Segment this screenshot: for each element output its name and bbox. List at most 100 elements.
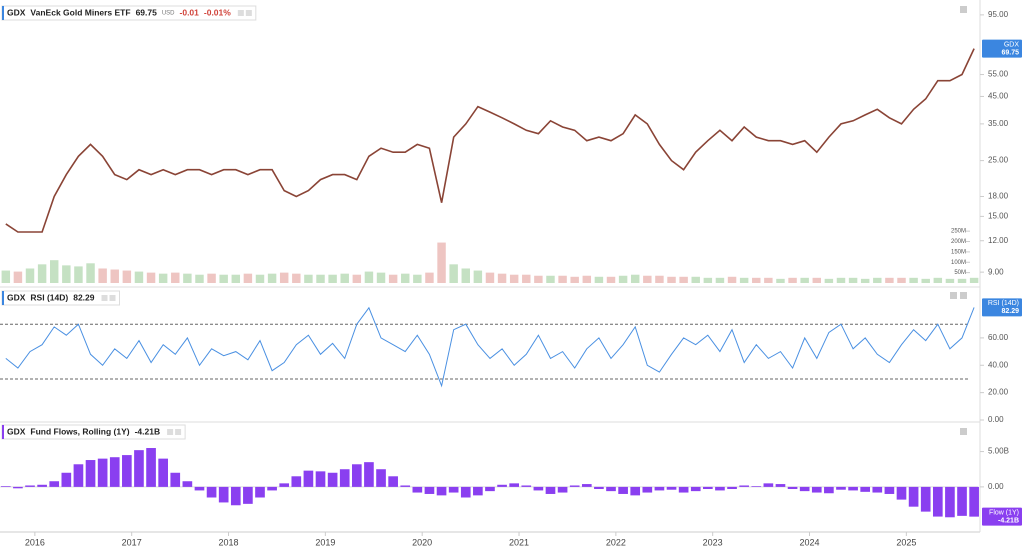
bar	[279, 483, 290, 487]
y2-tick-label: 50M	[954, 270, 966, 276]
volume-bar	[873, 277, 882, 283]
bar	[884, 486, 895, 494]
volume-bar	[921, 278, 930, 283]
volume-bar	[522, 274, 531, 283]
volume-bar	[122, 270, 132, 283]
bar	[896, 486, 907, 500]
y-tick-label: 40.00	[988, 360, 1009, 369]
volume-bar	[388, 274, 398, 283]
panel-button[interactable]	[960, 6, 967, 13]
bar	[194, 486, 205, 491]
bar	[594, 486, 604, 490]
bar	[424, 486, 435, 494]
panel-button[interactable]	[960, 292, 967, 299]
header-last: -4.21B	[135, 426, 161, 436]
bar	[436, 486, 447, 496]
volume-bar	[134, 271, 144, 283]
bar	[0, 486, 11, 487]
header-accent	[2, 6, 4, 20]
y2-tick-label: 200M	[951, 239, 966, 245]
value-badge	[982, 39, 1022, 58]
volume-bar	[630, 274, 640, 283]
bar	[775, 484, 786, 487]
volume-bar	[618, 275, 628, 283]
volume-bar	[231, 274, 241, 283]
bar	[739, 485, 749, 487]
header-last: 82.29	[73, 292, 95, 302]
volume-bar	[582, 275, 592, 283]
bar	[521, 485, 532, 487]
y-tick-label: 25.00	[988, 156, 1009, 165]
volume-bar	[836, 277, 846, 283]
bar	[243, 486, 253, 504]
volume-bar	[703, 277, 713, 283]
volume-bar	[98, 268, 107, 283]
header-currency: USD	[162, 11, 175, 17]
volume-bar	[606, 276, 616, 283]
badge-value: 69.75	[1001, 49, 1019, 56]
header-icon	[175, 429, 182, 435]
bar	[339, 469, 350, 487]
bar	[920, 486, 931, 512]
volume-bar	[267, 273, 277, 283]
volume-bar	[643, 275, 652, 283]
bar	[351, 464, 362, 487]
volume-bar	[37, 264, 47, 283]
bar	[97, 458, 108, 487]
volume-bar	[183, 273, 192, 283]
badge-value: 82.29	[1001, 308, 1019, 315]
volume-bar	[146, 272, 156, 283]
header-icon	[101, 295, 108, 301]
bar	[969, 486, 979, 517]
volume-bar	[909, 277, 918, 283]
volume-bar	[376, 272, 386, 283]
bar	[836, 486, 846, 490]
header-change-pct: -0.01%	[204, 7, 231, 17]
y-tick-label: 5.00B	[988, 447, 1009, 456]
volume-bar	[292, 273, 301, 283]
bar	[569, 485, 580, 487]
panel-button[interactable]	[960, 428, 967, 435]
volume-bar	[255, 274, 265, 283]
panel-button[interactable]	[950, 292, 957, 299]
x-tick-label: 2025	[896, 537, 916, 547]
header-title: VanEck Gold Miners ETF	[30, 7, 130, 17]
value-badge	[982, 507, 1022, 526]
volume-bar	[158, 273, 168, 283]
volume-bar	[473, 270, 483, 283]
bar	[364, 462, 374, 487]
volume-bar	[195, 274, 204, 283]
bar	[327, 472, 338, 487]
volume-bar	[171, 272, 180, 283]
y-tick-label: 20.00	[988, 388, 1009, 397]
volume-bar	[328, 274, 337, 283]
bar	[872, 486, 883, 493]
x-tick-label: 2021	[509, 537, 529, 547]
volume-bar	[752, 277, 761, 283]
header-symbol: GDX	[7, 426, 26, 436]
bar	[218, 486, 229, 503]
bar	[654, 486, 665, 491]
header-icon	[237, 10, 244, 16]
volume-bar	[509, 274, 519, 283]
bar	[848, 486, 858, 491]
bar	[400, 485, 411, 487]
volume-bar	[764, 277, 773, 283]
bar	[158, 458, 168, 487]
bar	[581, 484, 592, 487]
bar	[557, 486, 568, 493]
volume-bar	[812, 277, 822, 283]
volume-bar	[304, 274, 313, 283]
bar	[388, 476, 398, 487]
data-line	[5, 306, 975, 388]
bar	[799, 486, 810, 492]
bar	[545, 486, 556, 494]
bar	[860, 486, 871, 492]
bar	[690, 486, 701, 492]
badge-name: GDX	[1004, 41, 1020, 48]
header-accent	[2, 291, 4, 305]
volume-bar	[497, 273, 507, 283]
bar	[642, 486, 653, 493]
bar	[170, 472, 181, 487]
x-tick-label: 2019	[315, 537, 335, 547]
